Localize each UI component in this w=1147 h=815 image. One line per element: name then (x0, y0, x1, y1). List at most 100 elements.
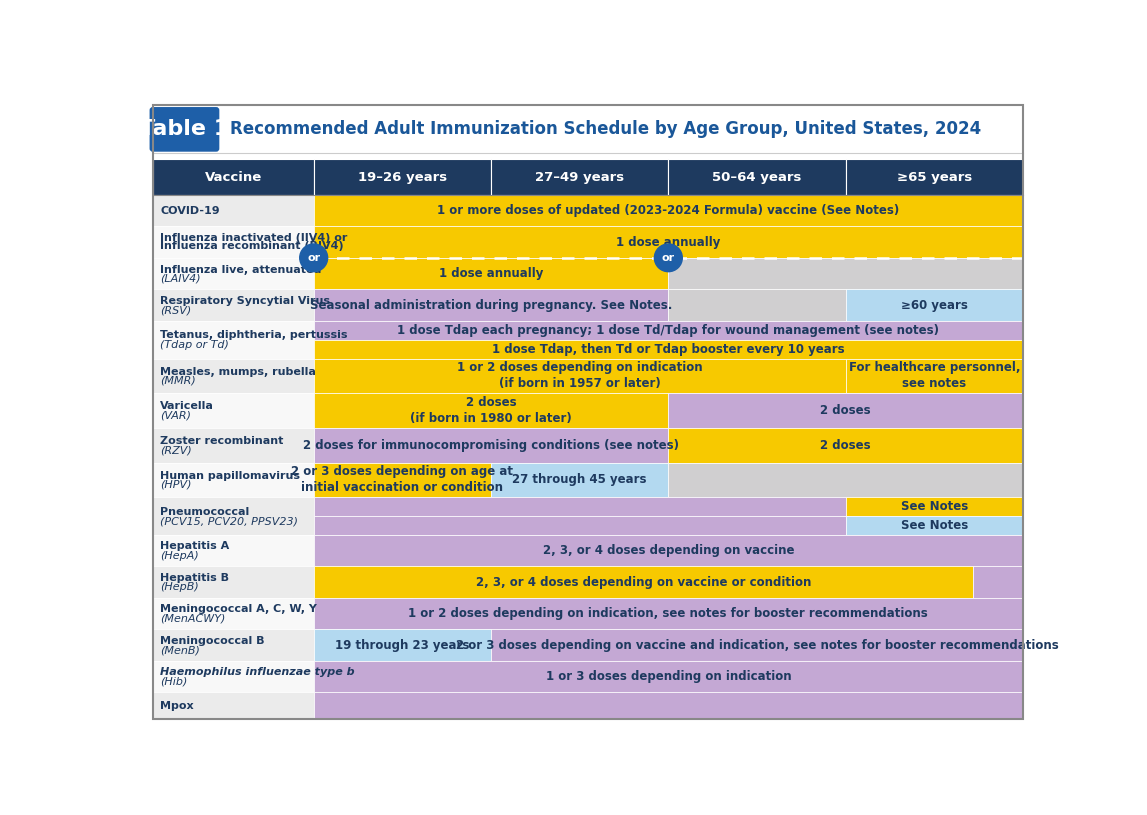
Bar (313, 258, 669, 289)
Bar (153, 289, 313, 321)
Text: ≥65 years: ≥65 years (897, 170, 972, 183)
Circle shape (655, 244, 682, 271)
Bar (153, 227, 313, 258)
Text: Table 1: Table 1 (140, 119, 229, 139)
Text: 2, 3, or 4 doses depending on vaccine or condition: 2, 3, or 4 doses depending on vaccine or… (476, 575, 811, 588)
Bar (153, 661, 313, 693)
Text: Hepatitis B: Hepatitis B (161, 573, 229, 583)
Text: Influenza live, attenuated: Influenza live, attenuated (161, 266, 322, 275)
Text: or: or (307, 253, 320, 262)
Bar (153, 105, 1023, 153)
Text: Vaccine: Vaccine (204, 170, 262, 183)
Text: 19 through 23 years: 19 through 23 years (335, 639, 469, 652)
Text: (LAIV4): (LAIV4) (161, 273, 201, 283)
Text: Hepatitis A: Hepatitis A (161, 541, 229, 552)
Text: Meningococcal A, C, W, Y: Meningococcal A, C, W, Y (161, 605, 318, 615)
Bar (313, 340, 1023, 359)
Text: 2 doses: 2 doses (820, 404, 871, 417)
Bar (845, 289, 1023, 321)
Text: 2 or 3 doses depending on vaccine and indication, see notes for booster recommen: 2 or 3 doses depending on vaccine and in… (455, 639, 1059, 652)
Text: 2 doses for immunocompromising conditions (see notes): 2 doses for immunocompromising condition… (303, 438, 679, 452)
Bar (153, 535, 313, 566)
Bar (153, 160, 313, 195)
Bar (153, 321, 313, 359)
Bar (153, 359, 313, 393)
Text: Respiratory Syncytial Virus: Respiratory Syncytial Virus (161, 296, 330, 306)
Bar (491, 463, 669, 497)
Bar (974, 566, 1023, 598)
Text: Influenza inactivated (IIV4) or: Influenza inactivated (IIV4) or (161, 233, 348, 243)
Bar (153, 598, 313, 629)
Text: 2, 3, or 4 doses depending on vaccine: 2, 3, or 4 doses depending on vaccine (543, 544, 794, 557)
Text: (MenACWY): (MenACWY) (161, 614, 226, 623)
Text: See Notes: See Notes (900, 519, 968, 532)
Text: 1 dose annually: 1 dose annually (439, 267, 544, 280)
Text: 1 or 3 doses depending on indication: 1 or 3 doses depending on indication (546, 670, 791, 683)
Bar (845, 516, 1023, 535)
Bar (669, 428, 1023, 463)
Bar (153, 629, 313, 661)
Text: 1 dose Tdap each pregnancy; 1 dose Td/Tdap for wound management (see notes): 1 dose Tdap each pregnancy; 1 dose Td/Td… (397, 324, 939, 337)
Bar (313, 195, 1023, 227)
Text: (Tdap or Td): (Tdap or Td) (161, 340, 229, 350)
Text: or: or (662, 253, 674, 262)
Text: Pneumococcal: Pneumococcal (161, 507, 250, 517)
Text: 1 dose annually: 1 dose annually (616, 236, 720, 249)
Text: (Hib): (Hib) (161, 676, 188, 687)
Text: Zoster recombinant: Zoster recombinant (161, 436, 283, 446)
Text: (PCV15, PCV20, PPSV23): (PCV15, PCV20, PPSV23) (161, 516, 298, 526)
Text: COVID-19: COVID-19 (161, 205, 220, 215)
Bar (313, 566, 974, 598)
Bar (313, 463, 491, 497)
Text: (VAR): (VAR) (161, 411, 192, 421)
Text: (HepB): (HepB) (161, 582, 200, 593)
Text: (RZV): (RZV) (161, 445, 193, 456)
Bar (669, 258, 1023, 289)
Bar (313, 289, 669, 321)
Bar (669, 160, 845, 195)
Bar (153, 566, 313, 598)
Text: (RSV): (RSV) (161, 305, 192, 315)
Bar (313, 428, 669, 463)
Bar (313, 598, 1023, 629)
Bar (845, 359, 1023, 393)
Text: 50–64 years: 50–64 years (712, 170, 802, 183)
Text: Seasonal administration during pregnancy. See Notes.: Seasonal administration during pregnancy… (310, 298, 672, 311)
Text: Influenza recombinant (RIV4): Influenza recombinant (RIV4) (161, 241, 344, 251)
Circle shape (299, 244, 328, 271)
Text: 19–26 years: 19–26 years (358, 170, 447, 183)
Text: Human papillomavirus: Human papillomavirus (161, 470, 301, 481)
Bar (313, 227, 1023, 258)
Bar (313, 497, 845, 516)
Text: Meningococcal B: Meningococcal B (161, 636, 265, 646)
Bar (845, 160, 1023, 195)
Text: Varicella: Varicella (161, 401, 214, 412)
Text: 2 or 3 doses depending on age at
initial vaccination or condition: 2 or 3 doses depending on age at initial… (291, 465, 514, 495)
Bar (153, 693, 313, 719)
Text: Haemophilus influenzae type b: Haemophilus influenzae type b (161, 667, 356, 677)
Text: 1 dose Tdap, then Td or Tdap booster every 10 years: 1 dose Tdap, then Td or Tdap booster eve… (492, 342, 844, 355)
Bar (153, 195, 313, 227)
Bar (313, 535, 1023, 566)
Bar (313, 629, 491, 661)
Bar (313, 693, 1023, 719)
Bar (313, 359, 845, 393)
Text: 27 through 45 years: 27 through 45 years (513, 474, 647, 487)
Text: Measles, mumps, rubella: Measles, mumps, rubella (161, 367, 317, 377)
Text: Mpox: Mpox (161, 701, 194, 711)
Text: For healthcare personnel,
see notes: For healthcare personnel, see notes (849, 361, 1020, 390)
Bar (669, 463, 1023, 497)
Text: (HPV): (HPV) (161, 480, 192, 490)
Text: ≥60 years: ≥60 years (900, 298, 968, 311)
Bar (491, 629, 1023, 661)
Text: 1 or more doses of updated (2023-2024 Formula) vaccine (See Notes): 1 or more doses of updated (2023-2024 Fo… (437, 204, 899, 217)
Bar (153, 497, 313, 535)
FancyBboxPatch shape (149, 107, 219, 152)
Text: 1 or 2 doses depending on indication, see notes for booster recommendations: 1 or 2 doses depending on indication, se… (408, 607, 928, 620)
Text: 27–49 years: 27–49 years (536, 170, 624, 183)
Bar (153, 463, 313, 497)
Bar (313, 516, 845, 535)
Bar (153, 258, 313, 289)
Text: (MMR): (MMR) (161, 376, 196, 386)
Text: Tetanus, diphtheria, pertussis: Tetanus, diphtheria, pertussis (161, 330, 348, 341)
